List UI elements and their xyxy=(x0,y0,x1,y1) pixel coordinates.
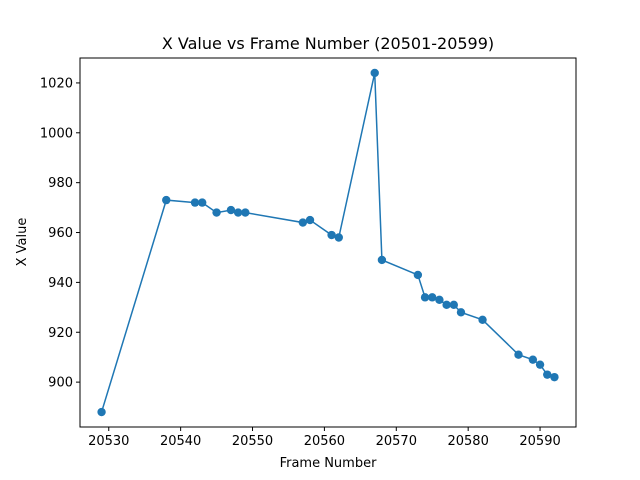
data-point xyxy=(543,370,552,379)
chart-title: X Value vs Frame Number (20501-20599) xyxy=(162,34,494,53)
data-point xyxy=(377,255,387,265)
y-tick-label: 920 xyxy=(48,326,73,341)
data-point xyxy=(413,270,423,280)
x-tick-label: 20550 xyxy=(232,434,273,449)
data-point xyxy=(212,208,221,217)
data-point xyxy=(226,205,236,215)
data-point xyxy=(435,295,444,305)
y-tick-label: 960 xyxy=(48,226,73,241)
data-point xyxy=(428,293,437,302)
data-point xyxy=(370,68,379,78)
data-point xyxy=(233,208,243,217)
y-tick-label: 1020 xyxy=(40,76,73,91)
data-point xyxy=(420,293,430,302)
x-axis-label: Frame Number xyxy=(280,456,378,471)
y-tick-label: 940 xyxy=(48,276,73,291)
data-point xyxy=(456,308,466,317)
plot-area xyxy=(97,68,559,417)
y-axis: 900 920 940 960 980 1000 1020 xyxy=(40,76,80,391)
data-point xyxy=(190,198,200,207)
data-point xyxy=(449,300,458,310)
x-axis: 20530 20540 20550 20560 20570 20580 20590 xyxy=(88,427,561,449)
x-tick-label: 20540 xyxy=(160,434,201,449)
data-point xyxy=(162,195,171,205)
y-tick-label: 980 xyxy=(48,176,73,191)
x-tick-label: 20560 xyxy=(304,434,345,449)
data-point xyxy=(198,198,207,207)
data-point xyxy=(535,360,545,369)
data-point xyxy=(514,350,523,359)
data-point xyxy=(528,355,538,364)
y-axis-label: X Value xyxy=(15,218,30,267)
x-tick-label: 20530 xyxy=(88,434,129,449)
data-point xyxy=(334,233,343,242)
data-point xyxy=(298,218,308,227)
y-tick-label: 900 xyxy=(48,376,73,391)
data-point xyxy=(305,215,315,225)
data-point xyxy=(241,208,250,217)
data-point xyxy=(442,300,451,310)
y-tick-label: 1000 xyxy=(40,126,73,141)
axes-frame xyxy=(79,57,577,428)
data-point xyxy=(97,407,106,417)
data-point xyxy=(478,315,487,324)
x-tick-label: 20570 xyxy=(376,434,417,449)
data-point xyxy=(550,372,559,382)
data-point xyxy=(327,230,336,240)
x-tick-label: 20590 xyxy=(519,434,560,449)
x-tick-label: 20580 xyxy=(447,434,488,449)
